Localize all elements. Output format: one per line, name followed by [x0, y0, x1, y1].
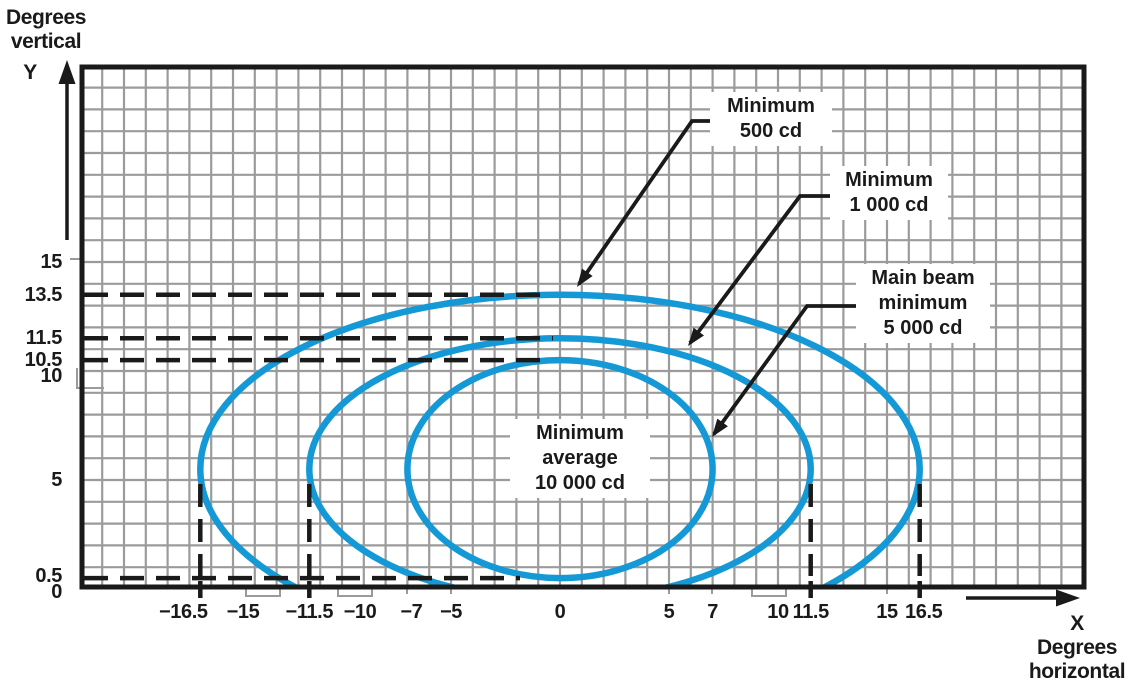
y-axis-title-line2: vertical: [10, 30, 82, 53]
y-tick-label: 0: [51, 581, 62, 603]
contour-5000cd: [404, 356, 716, 582]
x-tick-label: 0: [554, 601, 566, 623]
leader-lines: [577, 119, 860, 436]
gray-reference-marks: [70, 258, 888, 597]
x-axis-arrow: [966, 589, 1080, 607]
arrowhead-5000cd: [712, 418, 728, 437]
x-tick-label: 5: [663, 601, 675, 623]
contour-1000cd: [306, 335, 814, 585]
arrowhead-500cd: [577, 268, 593, 287]
dashed-guide-lines: [84, 292, 922, 581]
y-tick-label: 0.5: [35, 565, 62, 588]
plot-border: [79, 64, 1087, 590]
arrowhead-1000cd: [688, 327, 704, 346]
y-tick-label: 5: [51, 469, 62, 491]
leader-5000cd: [712, 304, 860, 436]
x-axis-symbol: X: [1070, 612, 1084, 635]
x-tick-label: −7: [400, 601, 423, 623]
annotation-minimum-1000cd: Minimum 1 000 cd: [830, 166, 948, 220]
axis-tick-marks: [198, 581, 922, 598]
x-axis-title-line1: Degrees: [1036, 636, 1118, 659]
annotation-minimum-average-10000cd: Minimum average 10 000 cd: [510, 419, 650, 498]
x-tick-label: 15: [876, 601, 898, 623]
y-tick-label: 13.5: [24, 283, 63, 306]
x-axis-title-line2: horizontal: [1028, 660, 1126, 683]
y-axis-symbol: Y: [23, 61, 37, 84]
y-axis-arrow: [58, 60, 76, 240]
arrow-up-icon: [58, 60, 76, 84]
y-tick-label: 11.5: [25, 327, 63, 350]
x-tick-label: −15: [226, 601, 260, 623]
x-axis-title: X Degrees horizontal: [1018, 612, 1128, 684]
leader-500cd: [577, 119, 714, 286]
x-tick-label: −11.5: [285, 601, 334, 623]
x-tick-label: 16.5: [905, 601, 943, 623]
isocandela-contours: [197, 291, 923, 585]
y-tick-label: 10: [40, 365, 63, 387]
x-tick-label: 7: [707, 601, 718, 623]
x-tick-label: 10: [767, 601, 789, 623]
x-tick-label: −10: [343, 601, 377, 623]
leader-arrowheads: [577, 268, 728, 437]
leader-1000cd: [688, 194, 832, 345]
contour-500cd: [197, 291, 923, 585]
annotation-minimum-500cd: Minimum 500 cd: [710, 92, 832, 146]
x-tick-label: −16.5: [158, 601, 208, 623]
x-tick-label: −5: [439, 601, 463, 623]
x-tick-label: 11.5: [792, 601, 830, 623]
y-tick-label: 15: [40, 251, 63, 273]
y-axis-title: Degrees vertical: [4, 6, 88, 54]
arrow-right-icon: [1056, 589, 1080, 607]
y-axis-title-line1: Degrees: [5, 6, 87, 29]
annotation-main-beam-5000cd: Main beam minimum 5 000 cd: [856, 264, 990, 343]
y-tick-label: 10.5: [24, 349, 63, 372]
